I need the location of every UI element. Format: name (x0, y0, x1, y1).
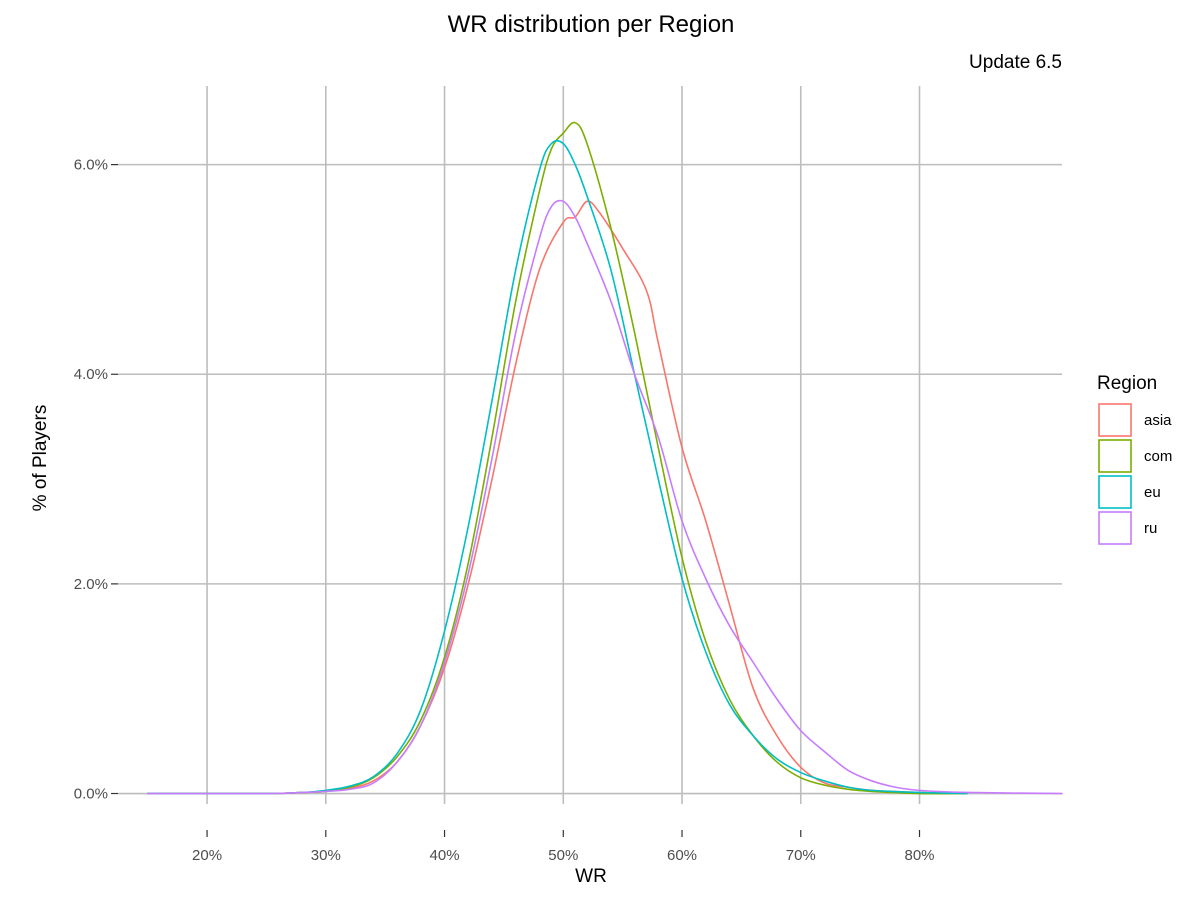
y-tick-label: 4.0% (74, 366, 108, 383)
legend-label-ru: ru (1144, 520, 1157, 537)
series-line-eu (146, 139, 968, 795)
chart-subtitle: Update 6.5 (969, 52, 1062, 73)
x-tick-label: 40% (430, 847, 460, 864)
x-tick-label: 70% (786, 847, 816, 864)
x-tick-label: 80% (904, 847, 934, 864)
x-tick-label: 30% (311, 847, 341, 864)
legend: Region asia com eu ru (1097, 373, 1172, 545)
chart-title: WR distribution per Region (448, 11, 735, 38)
series-line-com (146, 121, 968, 795)
legend-key-asia (1098, 403, 1132, 437)
x-tick-label: 50% (548, 847, 578, 864)
series-line-ru (146, 199, 1063, 795)
x-tick-label: 60% (667, 847, 697, 864)
series-layer (146, 121, 1063, 795)
grid (118, 86, 1062, 804)
y-axis-title: % of Players (30, 405, 51, 512)
legend-key-ru (1098, 511, 1132, 545)
legend-label-eu: eu (1144, 484, 1161, 501)
legend-key-eu (1098, 475, 1132, 509)
legend-key-com (1098, 439, 1132, 473)
x-tick-label: 20% (192, 847, 222, 864)
legend-label-asia: asia (1144, 412, 1172, 429)
axis-ticks: 20% 30% 40% 50% 60% 70% 80% 0.0% 2.0% 4.0% 6.0% (74, 157, 935, 864)
legend-title: Region (1097, 373, 1157, 394)
series-line-asia (146, 200, 968, 795)
y-tick-label: 2.0% (74, 576, 108, 593)
y-tick-label: 0.0% (74, 786, 108, 803)
y-tick-label: 6.0% (74, 157, 108, 174)
legend-label-com: com (1144, 448, 1172, 465)
x-axis-title: WR (575, 866, 607, 887)
